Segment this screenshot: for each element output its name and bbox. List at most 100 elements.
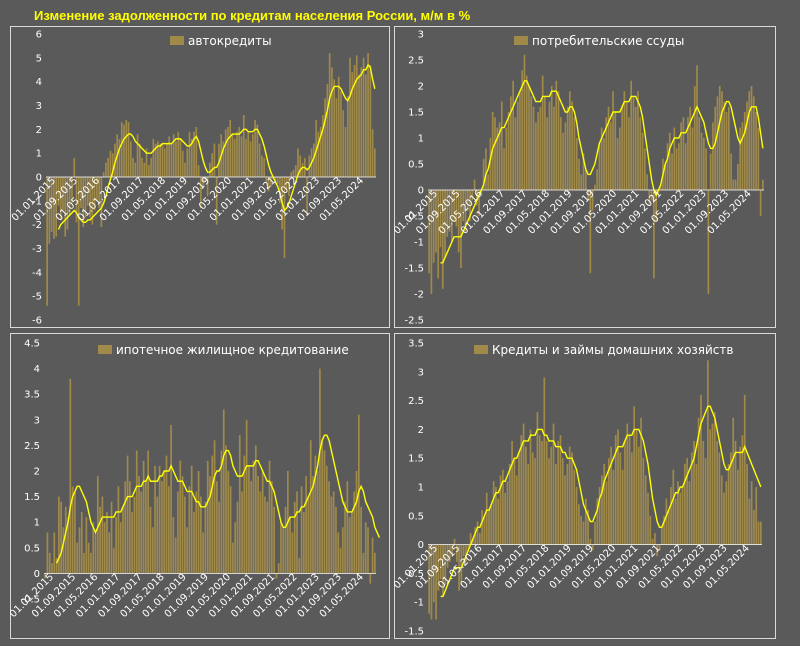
bar bbox=[718, 86, 721, 190]
bar bbox=[149, 506, 152, 574]
bar bbox=[277, 563, 280, 574]
bar bbox=[181, 476, 184, 574]
bar bbox=[559, 435, 562, 545]
bar bbox=[432, 190, 435, 263]
bar bbox=[455, 190, 458, 227]
bar bbox=[759, 190, 762, 216]
bar bbox=[53, 177, 55, 239]
bar bbox=[55, 558, 58, 574]
bar bbox=[725, 112, 728, 190]
bar bbox=[245, 419, 248, 574]
bar bbox=[603, 138, 605, 190]
bar bbox=[339, 547, 342, 574]
bar bbox=[621, 469, 624, 545]
bar bbox=[653, 190, 655, 279]
bar bbox=[668, 132, 671, 190]
bar bbox=[548, 458, 550, 545]
bar bbox=[437, 190, 440, 279]
y-tick-label: 3.5 bbox=[24, 390, 40, 401]
bar bbox=[241, 491, 243, 574]
bar bbox=[444, 544, 447, 585]
bar bbox=[227, 471, 230, 574]
bar bbox=[261, 471, 264, 574]
bar bbox=[748, 91, 751, 190]
bar bbox=[374, 552, 376, 574]
bar bbox=[222, 409, 225, 574]
bar bbox=[503, 148, 505, 190]
bar bbox=[639, 117, 642, 190]
bar bbox=[750, 481, 753, 545]
bar bbox=[220, 450, 223, 574]
bar bbox=[118, 138, 121, 177]
chart-mortgage: 4.543.532.521.510.50-0.501.01.201501.09.… bbox=[10, 333, 390, 639]
bar bbox=[757, 127, 760, 190]
bar bbox=[159, 143, 161, 177]
bar bbox=[455, 544, 458, 562]
bar bbox=[598, 487, 601, 545]
bar bbox=[250, 481, 253, 574]
bar bbox=[117, 486, 120, 574]
bar bbox=[530, 96, 533, 190]
bar bbox=[315, 119, 317, 177]
bar bbox=[700, 394, 702, 545]
bar bbox=[612, 469, 615, 545]
y-tick-label: -5 bbox=[32, 292, 42, 303]
panel-border bbox=[10, 333, 390, 639]
bar bbox=[204, 177, 207, 182]
bar bbox=[471, 190, 474, 201]
bar bbox=[145, 148, 148, 177]
bar bbox=[688, 481, 691, 545]
bar bbox=[703, 138, 705, 190]
bar bbox=[307, 496, 310, 574]
bar bbox=[270, 177, 272, 187]
bar bbox=[535, 122, 537, 190]
bar bbox=[522, 423, 525, 545]
bar bbox=[299, 155, 302, 177]
y-tick-label: 0.5 bbox=[408, 160, 424, 171]
bar bbox=[266, 501, 269, 574]
bar bbox=[520, 435, 523, 545]
bar bbox=[64, 177, 67, 237]
bar bbox=[46, 177, 48, 306]
bar bbox=[519, 91, 521, 190]
page-title: Изменение задолженности по кредитам насе… bbox=[34, 8, 471, 23]
bar bbox=[564, 122, 567, 190]
y-tick-label: 1.5 bbox=[408, 108, 424, 119]
bar bbox=[111, 153, 114, 177]
bar bbox=[637, 446, 640, 545]
bar bbox=[559, 117, 562, 190]
bar bbox=[643, 148, 646, 190]
bar bbox=[183, 496, 186, 574]
bar bbox=[282, 527, 285, 574]
bar bbox=[693, 440, 695, 545]
bar bbox=[254, 445, 257, 574]
bar bbox=[245, 138, 247, 177]
bar bbox=[175, 141, 177, 177]
bar bbox=[575, 487, 578, 545]
bar bbox=[554, 463, 557, 545]
bar bbox=[474, 527, 477, 545]
bar bbox=[69, 378, 72, 574]
bar bbox=[283, 177, 286, 259]
bar bbox=[326, 84, 329, 177]
bar bbox=[435, 544, 437, 620]
bar bbox=[62, 527, 65, 574]
bar bbox=[71, 177, 73, 204]
bar bbox=[157, 141, 159, 177]
bar bbox=[673, 127, 676, 190]
bar bbox=[330, 496, 333, 574]
series-line bbox=[440, 80, 764, 264]
bar bbox=[580, 515, 583, 545]
bar bbox=[439, 544, 442, 580]
bar bbox=[441, 190, 444, 289]
bar bbox=[510, 96, 512, 190]
bar bbox=[573, 117, 576, 190]
bar bbox=[485, 492, 488, 545]
bar bbox=[344, 126, 347, 177]
bar bbox=[446, 544, 449, 568]
y-tick-label: -0.5 bbox=[404, 212, 424, 223]
bar bbox=[641, 132, 644, 190]
legend-label: автокредиты bbox=[188, 34, 272, 48]
bar bbox=[686, 458, 688, 545]
bar bbox=[453, 190, 455, 222]
